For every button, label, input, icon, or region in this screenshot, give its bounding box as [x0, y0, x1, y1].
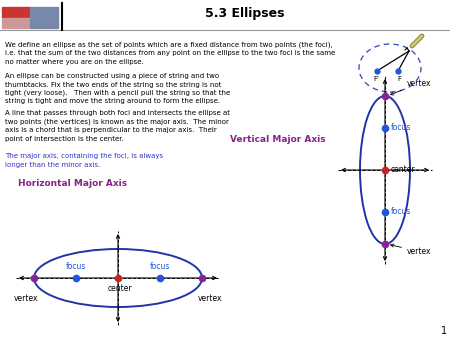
Text: focus: focus [391, 208, 411, 217]
Text: thumbtacks. Fix the two ends of the string so the string is not: thumbtacks. Fix the two ends of the stri… [5, 81, 221, 88]
Text: vertex: vertex [391, 79, 432, 95]
Text: string is tight and move the string around to form the ellipse.: string is tight and move the string arou… [5, 98, 220, 104]
Text: focus: focus [66, 262, 86, 271]
Text: focus: focus [150, 262, 170, 271]
Text: tight (very loose).   Then with a pencil pull the string so that the: tight (very loose). Then with a pencil p… [5, 90, 230, 97]
Text: F': F' [373, 76, 379, 82]
Bar [30, 7, 58, 28]
Text: Horizontal Major Axis: Horizontal Major Axis [18, 178, 127, 188]
Text: An ellipse can be constructed using a piece of string and two: An ellipse can be constructed using a pi… [5, 73, 219, 79]
Text: point of intersection is the center.: point of intersection is the center. [5, 136, 124, 142]
Text: The major axis, containing the foci, is always: The major axis, containing the foci, is … [5, 153, 163, 159]
Text: We define an ellipse as the set of points which are a fixed distance from two po: We define an ellipse as the set of point… [5, 42, 333, 48]
Text: vertex: vertex [198, 294, 222, 303]
Text: center: center [391, 166, 416, 174]
Text: vertex: vertex [391, 244, 432, 256]
Text: longer than the minor axis.: longer than the minor axis. [5, 163, 100, 169]
Text: 5.3 Ellipses: 5.3 Ellipses [205, 6, 285, 20]
Text: axis is a chord that is perpendicular to the major axis.  Their: axis is a chord that is perpendicular to… [5, 127, 217, 133]
Bar [2, 7, 30, 18]
Text: no matter where you are on the ellipse.: no matter where you are on the ellipse. [5, 59, 144, 65]
Text: two points (the vertices) is known as the major axis.  The minor: two points (the vertices) is known as th… [5, 119, 229, 125]
Text: P: P [410, 43, 414, 49]
Text: center: center [108, 284, 132, 293]
Bar [2, 18, 30, 28]
Text: F: F [397, 76, 401, 82]
Text: focus: focus [391, 123, 411, 132]
Text: vertex: vertex [14, 294, 38, 303]
Text: i.e. that the sum of the two distances from any point on the ellipse to the two : i.e. that the sum of the two distances f… [5, 50, 335, 56]
Text: 1: 1 [441, 326, 447, 336]
Text: A line that passes through both foci and intersects the ellipse at: A line that passes through both foci and… [5, 110, 230, 116]
Text: Vertical Major Axis: Vertical Major Axis [230, 136, 326, 145]
